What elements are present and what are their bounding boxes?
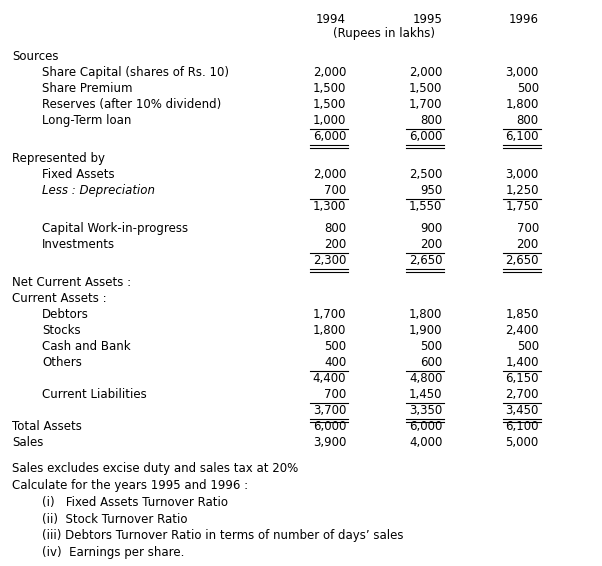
Text: 2,500: 2,500: [409, 168, 442, 181]
Text: 1,550: 1,550: [409, 200, 442, 213]
Text: 3,450: 3,450: [506, 404, 539, 417]
Text: 1995: 1995: [412, 13, 442, 26]
Text: 1,500: 1,500: [313, 82, 346, 95]
Text: Current Assets :: Current Assets :: [12, 292, 107, 305]
Text: 900: 900: [420, 222, 442, 235]
Text: 2,400: 2,400: [505, 324, 539, 337]
Text: 200: 200: [420, 238, 442, 251]
Text: 1,500: 1,500: [409, 82, 442, 95]
Text: 3,700: 3,700: [313, 404, 346, 417]
Text: 1996: 1996: [509, 13, 539, 26]
Text: 700: 700: [324, 184, 346, 197]
Text: 1,300: 1,300: [313, 200, 346, 213]
Text: 2,300: 2,300: [313, 254, 346, 267]
Text: Cash and Bank: Cash and Bank: [42, 340, 131, 353]
Text: 1,000: 1,000: [313, 114, 346, 127]
Text: 200: 200: [517, 238, 539, 251]
Text: (ii)  Stock Turnover Ratio: (ii) Stock Turnover Ratio: [42, 513, 187, 526]
Text: 1,800: 1,800: [313, 324, 346, 337]
Text: 1,800: 1,800: [409, 308, 442, 321]
Text: Net Current Assets :: Net Current Assets :: [12, 276, 131, 289]
Text: Stocks: Stocks: [42, 324, 81, 337]
Text: 1994: 1994: [316, 13, 346, 26]
Text: 1,700: 1,700: [409, 98, 442, 111]
Text: 800: 800: [324, 222, 346, 235]
Text: 1,850: 1,850: [506, 308, 539, 321]
Text: 4,400: 4,400: [312, 372, 346, 385]
Text: Represented by: Represented by: [12, 152, 105, 165]
Text: 6,000: 6,000: [313, 130, 346, 143]
Text: 2,650: 2,650: [505, 254, 539, 267]
Text: 1,800: 1,800: [506, 98, 539, 111]
Text: 4,000: 4,000: [409, 436, 442, 449]
Text: 1,750: 1,750: [505, 200, 539, 213]
Text: 500: 500: [517, 340, 539, 353]
Text: Capital Work-in-progress: Capital Work-in-progress: [42, 222, 188, 235]
Text: Reserves (after 10% dividend): Reserves (after 10% dividend): [42, 98, 222, 111]
Text: 2,650: 2,650: [409, 254, 442, 267]
Text: 600: 600: [420, 356, 442, 369]
Text: 3,900: 3,900: [313, 436, 346, 449]
Text: 700: 700: [324, 388, 346, 401]
Text: Fixed Assets: Fixed Assets: [42, 168, 114, 181]
Text: 500: 500: [420, 340, 442, 353]
Text: 4,800: 4,800: [409, 372, 442, 385]
Text: Share Capital (shares of Rs. 10): Share Capital (shares of Rs. 10): [42, 66, 229, 79]
Text: 2,700: 2,700: [505, 388, 539, 401]
Text: Debtors: Debtors: [42, 308, 89, 321]
Text: Current Liabilities: Current Liabilities: [42, 388, 147, 401]
Text: 950: 950: [420, 184, 442, 197]
Text: 2,000: 2,000: [313, 168, 346, 181]
Text: Sources: Sources: [12, 50, 58, 63]
Text: 6,150: 6,150: [505, 372, 539, 385]
Text: 1,450: 1,450: [409, 388, 442, 401]
Text: 5,000: 5,000: [506, 436, 539, 449]
Text: 2,000: 2,000: [409, 66, 442, 79]
Text: Less : Depreciation: Less : Depreciation: [42, 184, 155, 197]
Text: Sales excludes excise duty and sales tax at 20%: Sales excludes excise duty and sales tax…: [12, 462, 298, 475]
Text: 3,000: 3,000: [506, 168, 539, 181]
Text: 3,000: 3,000: [506, 66, 539, 79]
Text: Sales: Sales: [12, 436, 43, 449]
Text: Investments: Investments: [42, 238, 115, 251]
Text: 400: 400: [324, 356, 346, 369]
Text: (Rupees in lakhs): (Rupees in lakhs): [334, 27, 435, 40]
Text: Calculate for the years 1995 and 1996 :: Calculate for the years 1995 and 1996 :: [12, 479, 248, 492]
Text: (iv)  Earnings per share.: (iv) Earnings per share.: [42, 546, 184, 559]
Text: (iii) Debtors Turnover Ratio in terms of number of days’ sales: (iii) Debtors Turnover Ratio in terms of…: [42, 529, 403, 542]
Text: 3,350: 3,350: [409, 404, 442, 417]
Text: Others: Others: [42, 356, 82, 369]
Text: 700: 700: [517, 222, 539, 235]
Text: 1,500: 1,500: [313, 98, 346, 111]
Text: (i)   Fixed Assets Turnover Ratio: (i) Fixed Assets Turnover Ratio: [42, 496, 228, 509]
Text: 1,900: 1,900: [409, 324, 442, 337]
Text: 800: 800: [420, 114, 442, 127]
Text: 800: 800: [517, 114, 539, 127]
Text: 6,100: 6,100: [505, 420, 539, 433]
Text: 6,000: 6,000: [313, 420, 346, 433]
Text: 1,400: 1,400: [505, 356, 539, 369]
Text: 2,000: 2,000: [313, 66, 346, 79]
Text: 6,000: 6,000: [409, 420, 442, 433]
Text: 500: 500: [324, 340, 346, 353]
Text: Total Assets: Total Assets: [12, 420, 82, 433]
Text: 6,000: 6,000: [409, 130, 442, 143]
Text: 500: 500: [517, 82, 539, 95]
Text: 200: 200: [324, 238, 346, 251]
Text: 1,700: 1,700: [312, 308, 346, 321]
Text: Long-Term loan: Long-Term loan: [42, 114, 131, 127]
Text: 1,250: 1,250: [505, 184, 539, 197]
Text: Share Premium: Share Premium: [42, 82, 132, 95]
Text: 6,100: 6,100: [505, 130, 539, 143]
